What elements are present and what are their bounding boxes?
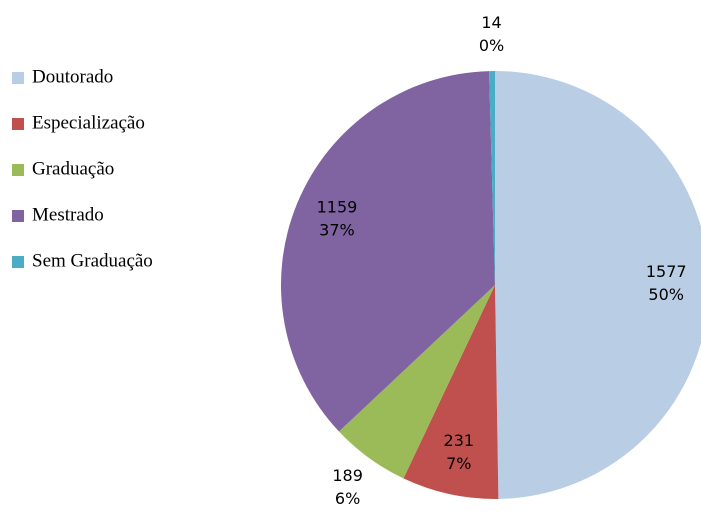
legend-label: Especialização (32, 112, 145, 133)
data-label-value: 231 (444, 431, 475, 450)
pie-slice (339, 285, 495, 479)
pie-slice (403, 285, 499, 499)
data-label-percent: 50% (648, 285, 684, 304)
pie-slice (281, 71, 495, 432)
data-label-value: 1159 (317, 198, 358, 217)
legend-swatch (12, 210, 24, 222)
legend-label: Mestrado (32, 204, 104, 225)
pie-slice (495, 71, 701, 499)
data-label-value: 14 (481, 13, 501, 32)
legend-label: Graduação (32, 158, 114, 179)
data-label-value: 189 (332, 466, 363, 485)
data-label-percent: 37% (319, 221, 355, 240)
legend-swatch (12, 72, 24, 84)
legend-swatch (12, 118, 24, 130)
data-label-percent: 0% (479, 36, 504, 55)
legend-label: Sem Graduação (32, 250, 153, 271)
pie-slice (489, 71, 495, 285)
data-label-value: 1577 (646, 262, 687, 281)
data-label-percent: 7% (446, 454, 471, 473)
data-label-percent: 6% (335, 489, 360, 508)
legend-swatch (12, 164, 24, 176)
legend-swatch (12, 256, 24, 268)
legend-label: Doutorado (32, 66, 113, 87)
